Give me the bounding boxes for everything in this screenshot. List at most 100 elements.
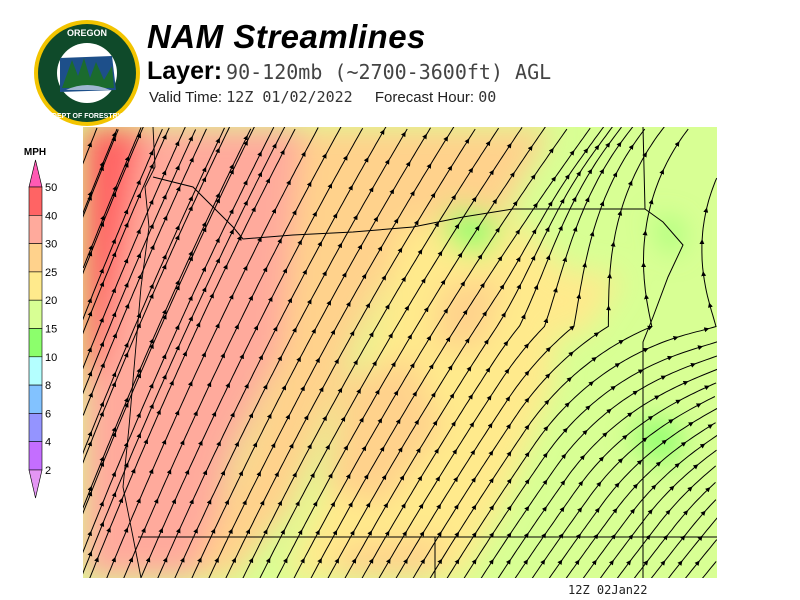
streamline: [412, 127, 665, 578]
streamline-arrow: [692, 464, 699, 470]
streamline-arrow: [582, 262, 587, 268]
streamline-arrow: [317, 241, 322, 247]
streamline-arrow: [215, 147, 220, 154]
streamline-arrow: [543, 317, 549, 324]
streamline-arrow: [558, 533, 564, 539]
streamline-arrow: [377, 417, 383, 424]
streamline-arrow: [282, 267, 288, 274]
streamline-arrow: [402, 530, 407, 537]
streamline-arrow: [636, 459, 643, 466]
streamline-arrow: [161, 353, 167, 360]
streamline-arrow: [111, 135, 117, 142]
streamline-arrow: [287, 297, 292, 304]
streamline-arrow: [300, 385, 305, 392]
streamline-arrow: [136, 192, 142, 199]
streamline-arrow: [662, 534, 668, 541]
streamline-arrow: [488, 559, 494, 565]
layer-info: Layer: 90-120mb (~2700-3600ft) AGL: [147, 57, 551, 86]
streamline-arrow: [161, 169, 167, 176]
streamline-arrow: [471, 558, 477, 565]
streamline-arrow: [87, 551, 93, 557]
streamline-arrow: [434, 221, 439, 228]
streamline-arrow: [262, 528, 268, 535]
streamline-arrow: [174, 234, 180, 241]
streamline-arrow: [201, 176, 207, 183]
streamline-arrow: [583, 148, 589, 154]
streamline-arrow: [136, 372, 142, 379]
streamline-arrow: [111, 191, 117, 198]
streamline-arrow: [187, 380, 193, 387]
legend-swatch: [28, 215, 43, 244]
streamline-arrow: [87, 485, 93, 492]
streamlines: [83, 127, 717, 578]
streamline-arrow: [341, 272, 347, 278]
svg-text:OREGON: OREGON: [67, 28, 107, 38]
streamline-arrow: [524, 370, 530, 376]
streamline-arrow: [367, 530, 372, 536]
streamline-arrow: [201, 286, 207, 293]
streamline-arrow: [210, 528, 216, 534]
streamline-arrow: [545, 254, 551, 261]
streamline-arrow: [599, 200, 605, 207]
streamline-arrow: [593, 533, 599, 540]
streamline-arrow: [680, 535, 686, 541]
streamline-arrow: [162, 134, 167, 140]
streamline-arrow: [544, 399, 550, 406]
streamline-arrow: [148, 293, 154, 299]
streamline-arrow: [130, 468, 136, 474]
streamline-arrow: [87, 251, 93, 257]
streamline-arrow: [541, 532, 547, 539]
streamline-arrow: [137, 273, 142, 280]
streamline-arrow: [257, 171, 262, 178]
streamline-arrow: [704, 385, 710, 391]
streamline-arrow: [377, 245, 383, 252]
streamline-arrow: [660, 560, 666, 566]
streamline-arrow: [123, 527, 129, 533]
streamline-arrow: [707, 424, 714, 429]
streamline-arrow: [409, 362, 415, 369]
streamline-arrow: [99, 456, 105, 462]
streamline-arrow: [322, 415, 327, 422]
streamline-arrow: [270, 442, 276, 449]
streamline-arrow: [541, 506, 547, 512]
streamline-arrow: [317, 557, 322, 564]
streamline-arrow: [451, 194, 456, 201]
streamline-arrow: [188, 250, 193, 257]
streamline-arrow: [610, 534, 616, 540]
streamline-arrow: [564, 174, 570, 180]
streamline-arrow: [548, 147, 554, 154]
streamline-arrow: [123, 402, 129, 408]
streamline-arrow: [234, 441, 239, 448]
streamline-arrow: [162, 374, 167, 380]
streamline-arrow: [426, 163, 432, 169]
streamline-arrow: [564, 402, 570, 408]
streamline-arrow: [87, 141, 92, 148]
streamline-arrow: [687, 486, 693, 492]
streamline-arrow: [644, 294, 650, 300]
streamline-arrow: [559, 198, 565, 204]
streamline-arrow: [297, 239, 302, 246]
streamline-arrow: [566, 376, 572, 383]
streamline-arrow: [174, 410, 180, 416]
streamline-arrow: [87, 311, 93, 317]
streamline-arrow: [162, 215, 168, 221]
streamline-arrow: [153, 498, 159, 504]
time-info: Valid Time: 12Z 01/02/2022 Forecast Hour…: [149, 88, 514, 106]
streamline-arrow: [136, 367, 142, 374]
streamline-arrow: [169, 380, 174, 386]
streamline-arrow: [179, 439, 185, 446]
streamline-arrow: [574, 559, 580, 566]
streamline-arrow: [111, 311, 117, 318]
streamline: [446, 177, 717, 578]
streamline-arrow: [485, 367, 491, 373]
streamline-arrow: [450, 421, 456, 427]
streamline-arrow: [530, 174, 536, 180]
streamline-arrow: [136, 252, 142, 259]
streamline-arrow: [175, 164, 180, 171]
streamline-arrow: [428, 363, 434, 370]
streamline-arrow: [322, 270, 327, 277]
legend-swatch: [28, 186, 43, 216]
streamline-arrow: [647, 509, 653, 515]
streamline-arrow: [665, 509, 671, 516]
streamline-arrow: [306, 298, 312, 305]
